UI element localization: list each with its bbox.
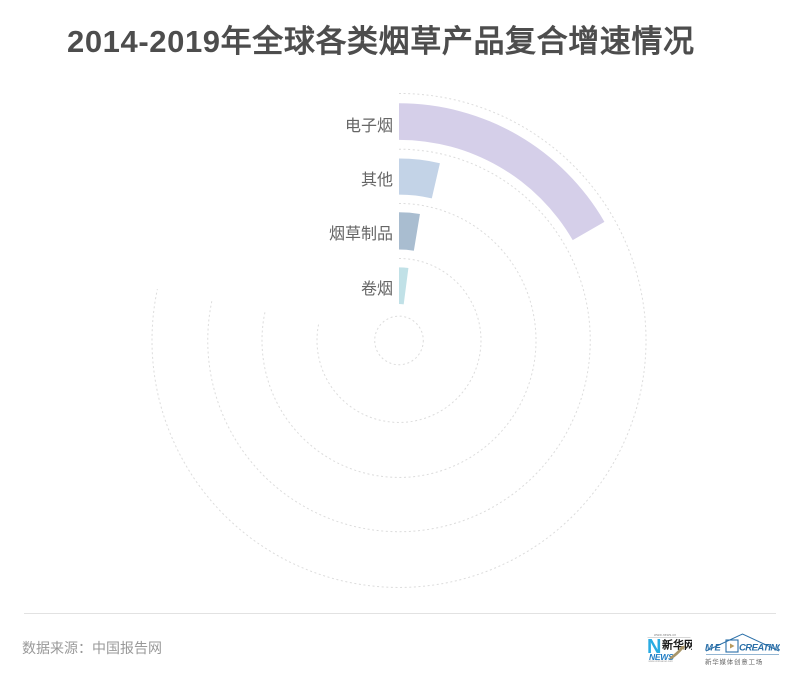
svg-text:新华网: 新华网 bbox=[662, 638, 692, 652]
svg-text:E: E bbox=[715, 643, 722, 654]
svg-text:新华媒体创意工场: 新华媒体创意工场 bbox=[705, 657, 763, 666]
svg-text:M: M bbox=[705, 643, 714, 654]
svg-text:CREATING: CREATING bbox=[739, 643, 780, 654]
